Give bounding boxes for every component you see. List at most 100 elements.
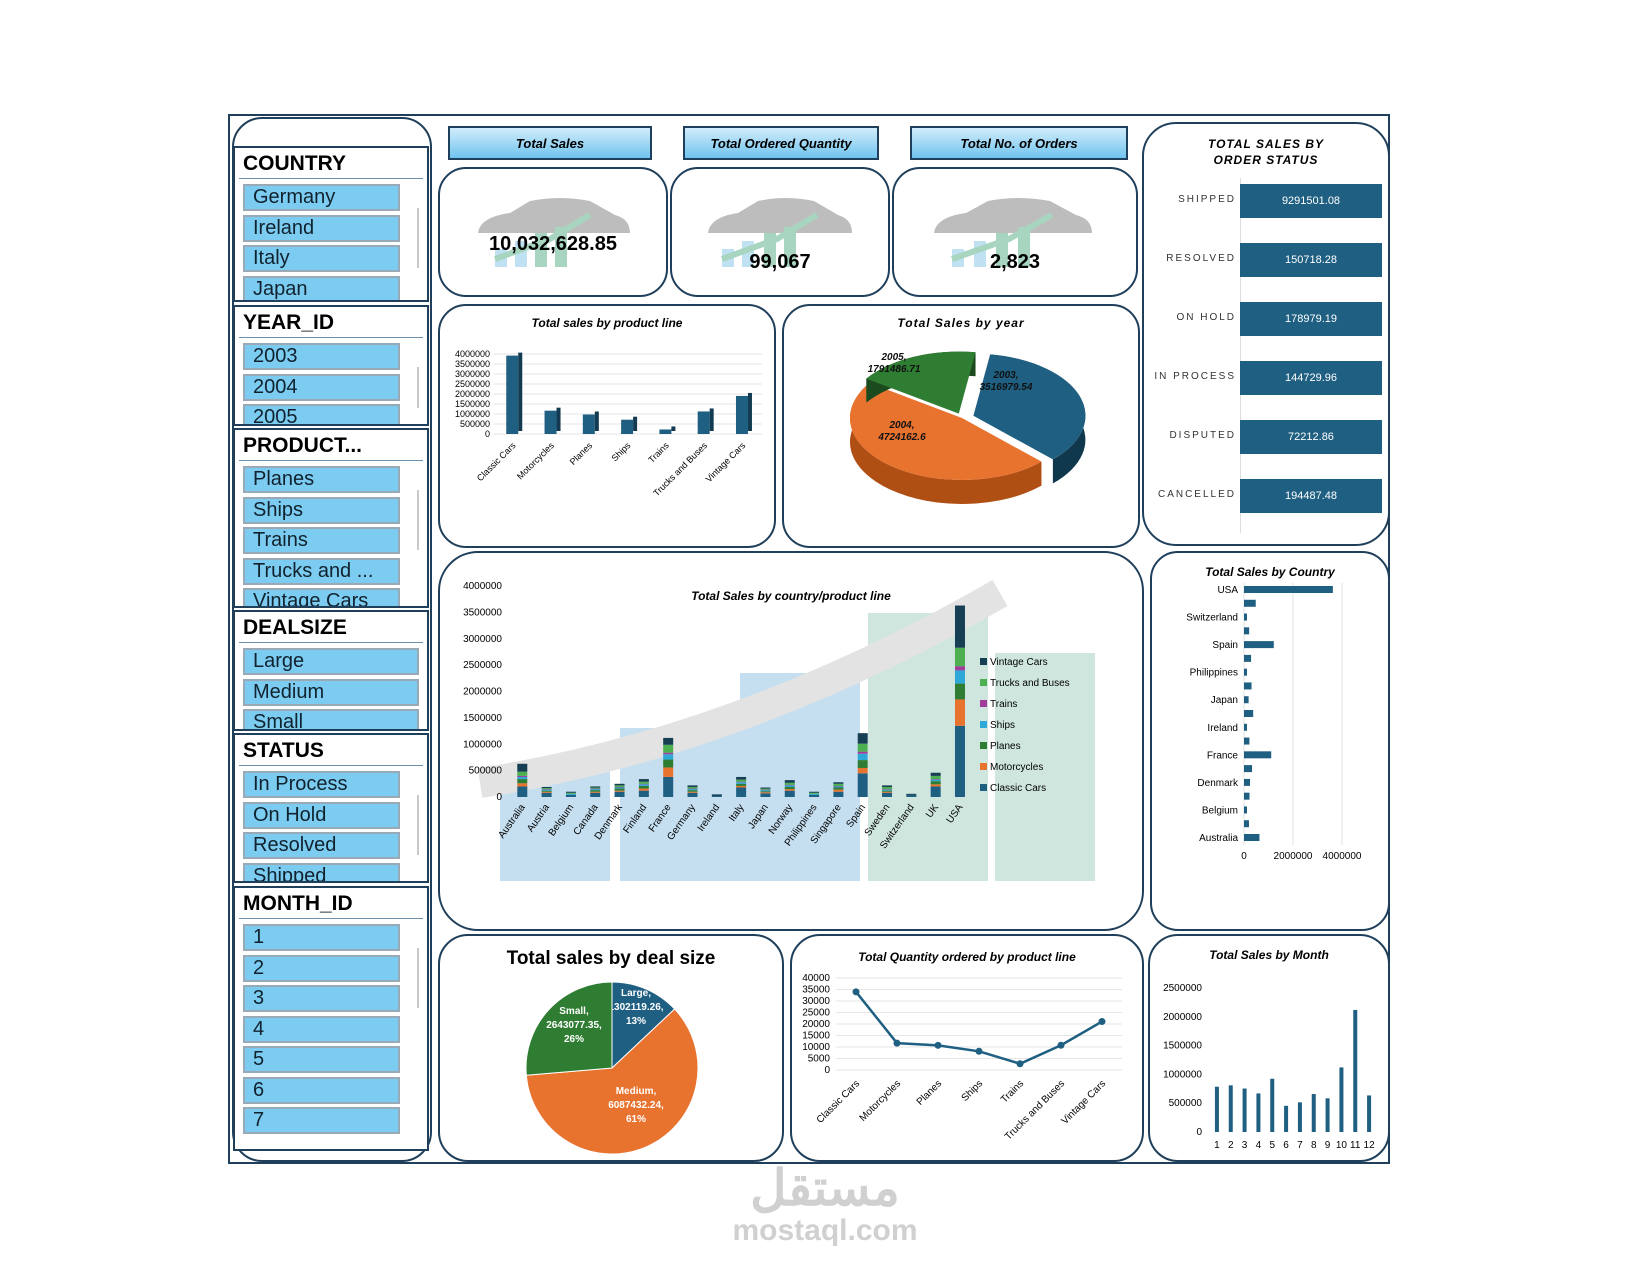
stacked-bar-segment bbox=[517, 775, 528, 777]
slicer-status: STATUS In Process On Hold Resolved Shipped bbox=[233, 733, 429, 883]
y-tick-label: 500000 bbox=[469, 766, 503, 777]
stacked-bar-segment bbox=[784, 785, 795, 787]
stacked-bar-segment bbox=[954, 683, 965, 700]
slicer-country: COUNTRY Germany Ireland Italy Japan bbox=[233, 146, 429, 302]
stacked-bar-segment bbox=[784, 784, 795, 786]
slicer-item[interactable]: Japan bbox=[243, 275, 400, 300]
stacked-bar-segment bbox=[638, 783, 649, 785]
stacked-bar-segment bbox=[638, 790, 649, 797]
legend-label: Trains bbox=[990, 699, 1017, 710]
bar bbox=[1244, 792, 1250, 800]
slicer-item[interactable]: Vintage Cars bbox=[243, 588, 400, 606]
x-tick-label: 2000000 bbox=[1274, 851, 1313, 862]
x-tick-label: Ireland bbox=[696, 802, 723, 833]
sales-by-deal-size-chart: Large, 1302119.26, 13% Medium, 6087432.24, 61… bbox=[525, 981, 699, 1155]
sales-by-deal-size-panel: Total sales by deal size Large, 1302119.2… bbox=[438, 934, 784, 1162]
stacked-bar-segment bbox=[833, 789, 844, 792]
stacked-bar-segment bbox=[517, 783, 528, 787]
slicer-item[interactable]: Ships bbox=[243, 496, 400, 524]
stacked-bar-segment bbox=[736, 781, 747, 783]
sales-by-year-chart: 2003,3516979.54 2004,4724162.6 2005,179148… bbox=[849, 351, 1086, 505]
slicer-item[interactable]: Shipped bbox=[243, 862, 400, 881]
y-tick-label: 15000 bbox=[802, 1031, 830, 1042]
stacked-bar-segment bbox=[663, 776, 674, 797]
y-tick-label: 500000 bbox=[460, 419, 490, 429]
y-tick-label: 2500000 bbox=[463, 660, 502, 671]
chart-title: Total Sales by year bbox=[897, 316, 1025, 330]
legend-label: Trucks and Buses bbox=[990, 678, 1070, 689]
slicer-title: STATUS bbox=[243, 739, 324, 762]
stacked-bar-segment bbox=[541, 788, 552, 790]
slicer-item[interactable]: 1 bbox=[243, 924, 400, 951]
stacked-bar-segment bbox=[760, 792, 771, 794]
slicer-item[interactable]: Trucks and ... bbox=[243, 557, 400, 585]
stacked-bar-segment bbox=[857, 760, 868, 768]
y-tick-label: 0 bbox=[824, 1065, 830, 1076]
bar-side bbox=[518, 352, 523, 431]
bar bbox=[1244, 627, 1250, 635]
stacked-bar-segment bbox=[809, 792, 820, 794]
total-quantity-header: Total Ordered Quantity bbox=[683, 126, 879, 160]
slicer-item[interactable]: Ireland bbox=[243, 214, 400, 242]
x-tick-label: UK bbox=[924, 802, 941, 820]
stacked-bar-segment bbox=[590, 788, 601, 790]
slicer-scrollbar[interactable] bbox=[417, 208, 419, 268]
slicer-item[interactable]: 2003 bbox=[243, 343, 400, 370]
stacked-bar-segment bbox=[614, 787, 625, 789]
x-tick-label: Australia bbox=[496, 802, 528, 841]
slicer-title-divider bbox=[239, 178, 423, 179]
slicer-scrollbar[interactable] bbox=[417, 948, 419, 1008]
slicer-item[interactable]: 2 bbox=[243, 954, 400, 982]
slicer-item[interactable]: On Hold bbox=[243, 801, 400, 829]
pie-label: 2004, bbox=[888, 420, 914, 431]
slicer-item[interactable]: Medium bbox=[243, 678, 419, 706]
pie-label: 2005, bbox=[880, 352, 906, 363]
slicer-scrollbar[interactable] bbox=[417, 490, 419, 550]
stacked-bar-segment bbox=[590, 791, 601, 793]
x-tick-label: Planes bbox=[568, 440, 595, 467]
slicer-item[interactable]: 6 bbox=[243, 1076, 400, 1104]
chart-title: Total Sales by country/product line bbox=[691, 589, 891, 603]
legend-swatch bbox=[980, 784, 987, 791]
status-label: RESOLVED bbox=[1166, 253, 1236, 264]
slicer-scrollbar[interactable] bbox=[417, 367, 419, 408]
slicer-item[interactable]: 5 bbox=[243, 1046, 400, 1073]
slicer-scrollbar[interactable] bbox=[417, 795, 419, 855]
slicer-item[interactable]: Resolved bbox=[243, 832, 400, 859]
slicer-item[interactable]: Small bbox=[243, 709, 419, 729]
x-tick-label: 2 bbox=[1228, 1140, 1234, 1151]
y-tick-label: 1000000 bbox=[455, 409, 490, 419]
bar bbox=[1244, 586, 1333, 593]
bar bbox=[1339, 1067, 1344, 1132]
bar bbox=[1244, 599, 1256, 607]
pie-label: Small, bbox=[559, 1006, 589, 1017]
stacked-bar-segment bbox=[517, 771, 528, 776]
x-tick-label: Finland bbox=[622, 802, 650, 835]
pie-label: 2643077.35, bbox=[546, 1020, 602, 1031]
slicer-title: YEAR_ID bbox=[243, 311, 335, 334]
bar bbox=[659, 429, 672, 434]
x-tick-label: Trains bbox=[646, 440, 671, 465]
slicer-item[interactable]: In Process bbox=[243, 771, 400, 798]
slicer-item[interactable]: Planes bbox=[243, 466, 400, 493]
x-tick-label: Spain bbox=[844, 802, 868, 829]
y-tick-label: 4000000 bbox=[463, 581, 502, 592]
slicer-product: PRODUCT... Planes Ships Trains Trucks and ..… bbox=[233, 428, 429, 608]
slicer-item[interactable]: Trains bbox=[243, 527, 400, 554]
data-point bbox=[852, 988, 860, 996]
bar bbox=[1256, 1093, 1261, 1132]
slicer-item[interactable]: 2005 bbox=[243, 404, 400, 424]
stacked-bar-segment bbox=[736, 779, 747, 782]
slicer-item[interactable]: Italy bbox=[243, 245, 400, 272]
quantity-by-product-line-panel: Total Quantity ordered by product line 4… bbox=[790, 934, 1144, 1162]
slicer-item[interactable]: 7 bbox=[243, 1107, 400, 1134]
slicer-item[interactable]: 2004 bbox=[243, 373, 400, 401]
slicer-item[interactable]: Large bbox=[243, 648, 419, 675]
slicer-item[interactable]: 3 bbox=[243, 985, 400, 1012]
slicer-item[interactable]: 4 bbox=[243, 1015, 400, 1043]
slicer-item[interactable]: Germany bbox=[243, 184, 400, 211]
stacked-bar-segment bbox=[930, 784, 941, 787]
x-tick-label: Ships bbox=[610, 440, 633, 463]
total-orders-value: 2,823 bbox=[989, 251, 1041, 273]
stacked-bar-segment bbox=[614, 786, 625, 788]
